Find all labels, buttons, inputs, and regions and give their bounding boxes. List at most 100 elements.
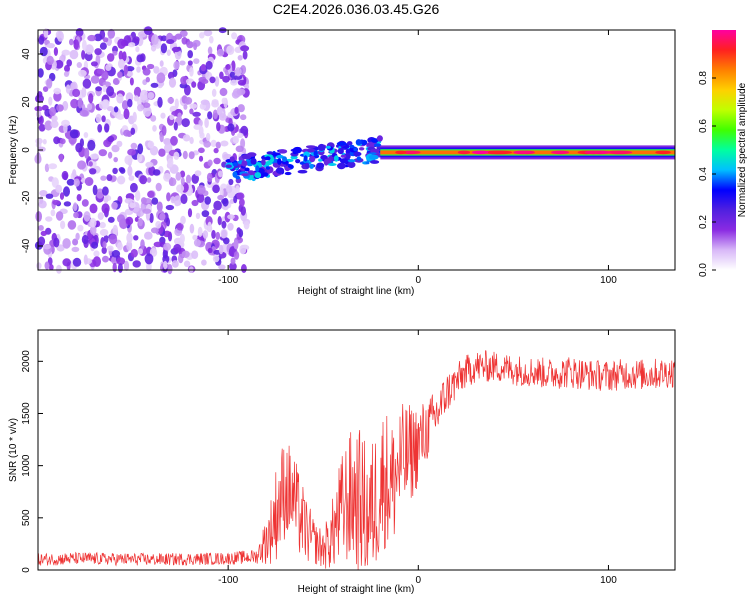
noise-blob xyxy=(165,204,175,211)
transition-blob xyxy=(345,148,351,155)
noise-blob xyxy=(65,84,71,94)
noise-blob xyxy=(46,78,53,89)
noise-blob xyxy=(189,108,194,115)
noise-blob xyxy=(94,48,102,56)
noise-blob xyxy=(39,196,44,204)
noise-blob xyxy=(230,257,236,265)
noise-blob xyxy=(37,146,46,152)
noise-blob xyxy=(179,83,188,89)
noise-blob xyxy=(167,158,174,168)
colorbar-tick-label: 0.8 xyxy=(698,71,709,85)
noise-blob xyxy=(127,165,133,177)
noise-blob xyxy=(123,108,130,120)
transition-blob xyxy=(347,161,356,168)
noise-blob xyxy=(160,112,166,119)
noise-blob xyxy=(240,114,247,121)
noise-blob xyxy=(87,34,97,42)
noise-blob xyxy=(112,78,120,85)
noise-blob xyxy=(133,86,142,98)
noise-blob xyxy=(150,44,157,52)
noise-blob xyxy=(116,140,123,148)
noise-blob xyxy=(97,124,103,133)
transition-blob xyxy=(340,154,347,158)
noise-blob xyxy=(38,225,44,231)
transition-blob xyxy=(305,145,316,149)
noise-blob xyxy=(230,79,238,86)
noise-blob xyxy=(60,220,66,230)
noise-blob xyxy=(146,63,155,70)
noise-blob xyxy=(39,46,48,57)
noise-blob xyxy=(237,79,246,86)
noise-blob xyxy=(67,220,77,230)
noise-blob xyxy=(201,210,210,218)
transition-blob xyxy=(247,170,255,176)
noise-blob xyxy=(193,42,198,51)
noise-blob xyxy=(158,148,166,157)
noise-blob xyxy=(147,92,155,100)
noise-blob xyxy=(118,59,125,69)
noise-blob xyxy=(145,76,150,83)
noise-blob xyxy=(37,236,46,247)
noise-blob xyxy=(46,55,54,65)
noise-blob xyxy=(124,155,133,165)
noise-blob xyxy=(189,136,194,145)
transition-blob xyxy=(320,155,328,160)
noise-blob xyxy=(144,231,153,240)
noise-blob xyxy=(217,216,222,226)
x-tick-label: -100 xyxy=(218,275,238,286)
transition-blob xyxy=(353,147,358,152)
transition-blob xyxy=(290,155,298,160)
noise-blob xyxy=(213,200,222,211)
noise-blob xyxy=(215,231,221,240)
transition-blob xyxy=(346,141,353,146)
noise-blob xyxy=(167,264,173,275)
carrier-peak xyxy=(606,150,633,155)
noise-blob xyxy=(101,115,106,123)
transition-blob xyxy=(343,153,351,160)
noise-blob xyxy=(182,134,191,142)
noise-blob xyxy=(99,42,107,50)
noise-blob xyxy=(71,246,80,253)
noise-blob xyxy=(121,100,129,110)
noise-blob xyxy=(35,211,42,222)
noise-blob xyxy=(214,76,220,87)
noise-blob xyxy=(174,200,180,207)
noise-blob xyxy=(213,157,221,165)
y-tick-label: 1500 xyxy=(21,402,32,425)
noise-blob xyxy=(116,175,126,185)
noise-blob xyxy=(207,46,213,55)
noise-blob xyxy=(136,54,144,63)
transition-blob xyxy=(262,172,269,177)
noise-blob xyxy=(117,214,125,224)
noise-blob xyxy=(101,246,107,254)
snr-y-axis: 0 500 1000 1500 2000 xyxy=(21,350,43,573)
noise-blob xyxy=(83,211,91,222)
noise-blob xyxy=(102,241,107,249)
noise-blob xyxy=(143,26,153,35)
noise-blob xyxy=(159,212,166,221)
noise-blob xyxy=(233,251,240,260)
noise-blob xyxy=(155,220,162,229)
noise-blob xyxy=(135,46,140,53)
noise-blob xyxy=(59,192,65,200)
noise-blob xyxy=(235,67,242,77)
x-tick-label: 0 xyxy=(416,575,422,586)
noise-blob xyxy=(171,110,179,117)
noise-blob xyxy=(142,102,151,108)
noise-blob xyxy=(39,190,48,197)
noise-blob xyxy=(126,232,133,244)
noise-blob xyxy=(111,201,118,210)
colorbar: 0.0 0.2 0.4 0.6 0.8 Normalized spectral ampl… xyxy=(698,30,748,277)
transition-blob xyxy=(250,158,257,165)
noise-blob xyxy=(189,103,198,109)
noise-blob xyxy=(132,111,137,123)
noise-blob xyxy=(84,147,90,159)
noise-blob xyxy=(163,260,168,270)
transition-blob xyxy=(225,164,232,168)
spectrogram-y-axis: -40 -20 0 20 40 xyxy=(21,48,43,253)
noise-blob xyxy=(72,257,82,267)
carrier-peak xyxy=(471,150,490,155)
noise-blob xyxy=(79,109,89,117)
noise-blob xyxy=(43,244,51,250)
transition-blob xyxy=(353,151,362,157)
